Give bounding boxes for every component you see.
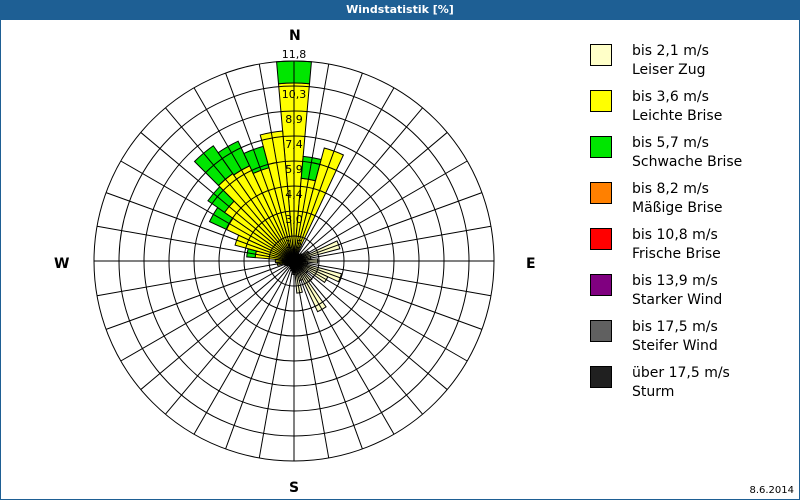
grid-spoke — [105, 192, 295, 262]
legend-label: Mäßige Brise — [632, 200, 723, 216]
grid-spoke — [293, 260, 468, 362]
grid-spoke — [293, 87, 395, 262]
window-title: Windstatistik [%] — [0, 0, 800, 20]
grid-spoke — [120, 160, 295, 262]
grid-spoke — [293, 260, 395, 435]
grid-spoke — [258, 260, 295, 459]
date-stamp: 8.6.2014 — [749, 485, 794, 496]
legend-swatch — [590, 274, 612, 296]
grid-spoke — [120, 260, 295, 362]
grid-spoke — [105, 260, 295, 330]
ring-label: 10,3 — [282, 88, 307, 101]
legend-range: bis 5,7 m/s — [632, 135, 709, 151]
grid-spoke — [193, 260, 295, 435]
legend-label: Leichte Brise — [632, 108, 723, 124]
grid-spoke — [293, 260, 363, 450]
grid-spoke — [293, 72, 363, 262]
grid-spoke — [293, 260, 423, 415]
grid-spoke — [293, 160, 468, 262]
legend-range: bis 13,9 m/s — [632, 273, 718, 289]
grid-spoke — [225, 72, 295, 262]
grid-spoke — [193, 87, 295, 262]
legend-label: Sturm — [632, 384, 675, 400]
legend-label: Starker Wind — [632, 292, 723, 308]
grid-spoke — [165, 107, 295, 262]
grid-spoke — [293, 63, 330, 262]
grid-spoke — [140, 260, 295, 390]
ring-label: 3,0 — [285, 213, 303, 226]
compass-south-label: S — [289, 480, 300, 496]
compass-north-label: N — [289, 28, 301, 44]
legend-label: Frische Brise — [632, 246, 721, 262]
legend-label: Schwache Brise — [632, 154, 743, 170]
grid-spoke — [140, 132, 295, 262]
grid-spoke — [225, 260, 295, 450]
grid-spoke — [293, 225, 492, 262]
legend-range: bis 10,8 m/s — [632, 227, 718, 243]
grid-spoke — [165, 260, 295, 415]
compass-west-label: W — [54, 256, 70, 272]
legend-range: bis 17,5 m/s — [632, 319, 718, 335]
legend-swatch — [590, 44, 612, 66]
grid-spoke — [293, 192, 483, 262]
grid-spoke — [293, 107, 423, 262]
legend-swatch — [590, 228, 612, 250]
compass-east-label: E — [526, 256, 536, 272]
ring-label: 1,5 — [285, 238, 303, 251]
grid-spoke — [258, 63, 295, 262]
legend-swatch — [590, 136, 612, 158]
ring-label: 7,4 — [285, 138, 303, 151]
ring-label: 8,9 — [285, 113, 303, 126]
legend-swatch — [590, 320, 612, 342]
legend-range: bis 8,2 m/s — [632, 181, 709, 197]
grid-spoke — [96, 260, 295, 297]
legend-swatch — [590, 182, 612, 204]
grid-spoke — [293, 132, 448, 262]
grid-spoke — [293, 260, 483, 330]
grid-spoke — [293, 260, 448, 390]
legend-range: über 17,5 m/s — [632, 365, 730, 381]
grid-spoke — [293, 260, 492, 297]
ring-label: 11,8 — [282, 48, 307, 61]
legend-swatch — [590, 366, 612, 388]
wind-bar-segment — [217, 140, 251, 176]
legend-swatch — [590, 90, 612, 112]
ring-label: 5,9 — [285, 163, 303, 176]
grid-spoke — [96, 225, 295, 262]
legend-range: bis 3,6 m/s — [632, 89, 709, 105]
grid-spoke — [293, 260, 330, 459]
legend-range: bis 2,1 m/s — [632, 43, 709, 59]
legend-label: Steifer Wind — [632, 338, 718, 354]
legend-label: Leiser Zug — [632, 62, 706, 78]
ring-label: 4,4 — [285, 188, 303, 201]
